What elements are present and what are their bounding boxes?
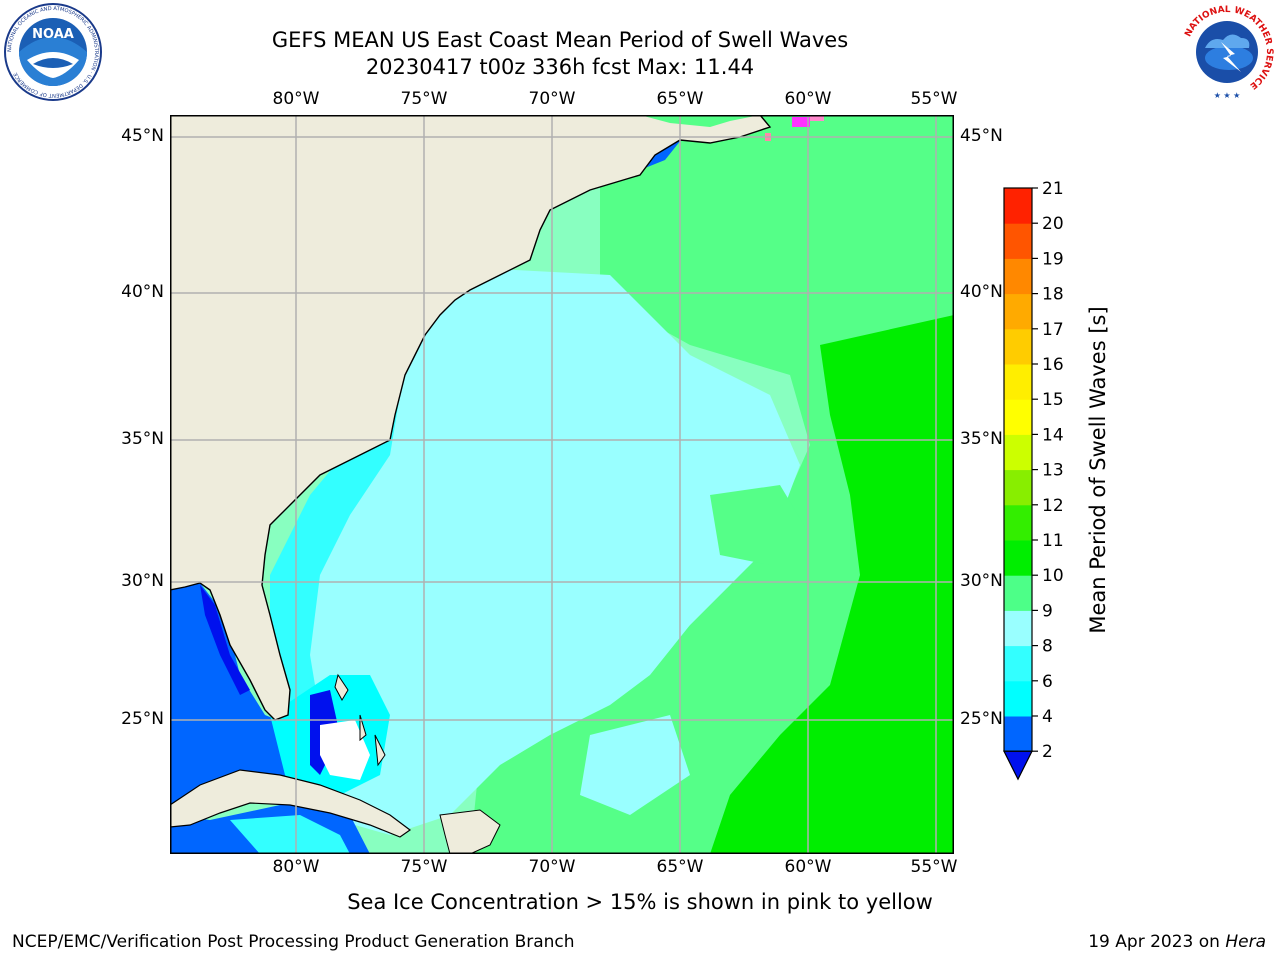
lat-label-right-35n: 35°N [960,429,1003,449]
colorbar-tick-label: 4 [1042,707,1053,727]
colorbar-segment [1004,610,1032,647]
lon-label-top-60w: 60°W [784,89,832,109]
graticule [170,115,954,854]
colorbar-tick-label: 13 [1042,461,1064,481]
lon-label-bottom-70w: 70°W [528,857,576,877]
colorbar-extend-triangle [1003,750,1033,781]
field-green-patch-2 [580,715,690,815]
lat-label-left-40n: 40°N [121,282,164,302]
colorbar-segment [1004,434,1032,471]
field-cyan-caribbean [230,815,350,854]
colorbar-segment [1004,258,1032,295]
colorbar-segment [1004,399,1032,435]
lon-label-bottom-80w: 80°W [272,857,320,877]
colorbar-tick-label: 21 [1042,180,1064,199]
colorbar-tick-label: 6 [1042,672,1053,692]
colorbar-segment [1004,504,1032,541]
sea-ice-patch-2 [810,115,824,121]
field-green-east [470,115,954,854]
footer-credit: NCEP/EMC/Verification Post Processing Pr… [12,932,575,952]
sea-ice-note: Sea Ice Concentration > 15% is shown in … [347,890,933,914]
colorbar-tick-label: 10 [1042,566,1064,586]
chart-title: GEFS MEAN US East Coast Mean Period of S… [271,28,849,52]
colorbar-segment [1004,223,1032,259]
map-frame [170,115,954,854]
colorbar-tick-label: 18 [1042,285,1064,305]
colorbar: 2 4 6 8 9 10 11 12 13 14 15 16 17 18 19 20 21 [1003,180,1064,781]
shelf-great-bahama-bank [320,720,370,780]
chart-subtitle: 20230417 t00z 336h fcst Max: 11.44 [365,55,755,79]
colorbar-tick-label: 11 [1042,531,1064,551]
lat-label-left-35n: 35°N [121,429,164,449]
noaa-logo-text: NOAA [32,27,74,42]
colorbar-tick-label: 17 [1042,320,1064,340]
colorbar-segment [1004,680,1032,717]
swell-period-map [170,115,954,854]
colorbar-segment [1004,469,1032,506]
colorbar-segment [1004,540,1032,576]
noaa-logo: NATIONAL OCEANIC AND ATMOSPHERIC ADMINIS… [4,3,102,101]
colorbar-tick-label: 15 [1042,390,1064,410]
colorbar-segment [1004,188,1032,224]
colorbar-tick-label: 19 [1042,249,1064,269]
footer-date: 19 Apr 2023 on Hera [1088,932,1266,952]
colorbar-tick-label: 8 [1042,637,1053,657]
lon-label-top-80w: 80°W [272,89,320,109]
land-north-america [170,115,770,720]
lon-label-bottom-55w: 55°W [910,857,958,877]
footer-host: Hera [1225,932,1266,952]
lat-label-left-30n: 30°N [121,571,164,591]
colorbar-segment [1004,645,1032,682]
colorbar-segment [1004,575,1032,611]
colorbar-tick-label: 9 [1042,601,1053,621]
colorbar-tick-label: 16 [1042,355,1064,375]
lat-label-right-25n: 25°N [960,709,1003,729]
lat-label-right-40n: 40°N [960,282,1003,302]
lon-label-top-75w: 75°W [400,89,448,109]
lon-label-top-70w: 70°W [528,89,576,109]
colorbar-segment [1004,293,1032,330]
lat-label-right-30n: 30°N [960,571,1003,591]
lon-label-top-65w: 65°W [656,89,704,109]
field-green-patch-1 [710,485,810,565]
colorbar-tick-label: 20 [1042,214,1064,234]
colorbar-tick-label: 14 [1042,425,1064,445]
land-hispaniola [439,809,501,854]
lat-label-right-45n: 45°N [960,126,1003,146]
colorbar-segment [1004,364,1032,400]
lat-label-left-25n: 25°N [121,709,164,729]
lat-label-left-45n: 45°N [121,126,164,146]
field-cyan-coastal [270,135,630,735]
lon-label-top-55w: 55°W [910,89,958,109]
land-cuba [170,769,412,838]
colorbar-label: Mean Period of Swell Waves [s] [1086,306,1110,634]
colorbar-segment [1004,716,1032,752]
nws-logo: NATIONAL WEATHER SERVICE ★ ★ ★ [1179,4,1275,100]
colorbar-tick-label: 2 [1042,742,1053,762]
field-pale-cyan-central [270,265,800,835]
nws-stars: ★ ★ ★ [1214,91,1241,100]
lon-label-bottom-60w: 60°W [784,857,832,877]
sea-ice-patch-1 [792,117,810,127]
field-blue-gulf-dark [200,585,250,695]
colorbar-tick-label: 12 [1042,496,1064,516]
lon-label-bottom-75w: 75°W [400,857,448,877]
lon-label-bottom-65w: 65°W [656,857,704,877]
colorbar-segment [1004,328,1032,365]
footer-date-text: 19 Apr 2023 on [1088,932,1226,952]
